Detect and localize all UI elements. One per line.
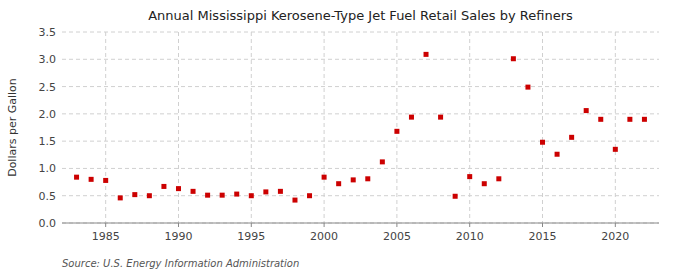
title: Annual Mississippi Kerosene-Type Jet Fue… bbox=[148, 8, 573, 23]
point bbox=[307, 193, 312, 198]
x-tick-label: 1990 bbox=[164, 230, 192, 243]
point bbox=[482, 181, 487, 186]
y-grid-line bbox=[62, 223, 659, 224]
x-tick-label: 2010 bbox=[456, 230, 484, 243]
x-tick-label: 2015 bbox=[529, 230, 557, 243]
x-grid-line bbox=[615, 32, 616, 223]
y-tick-label: 0.0 bbox=[39, 217, 57, 230]
x-tick-label: 2005 bbox=[383, 230, 411, 243]
point bbox=[205, 193, 210, 198]
point bbox=[132, 192, 137, 197]
point bbox=[453, 194, 458, 199]
x-tick-label: 1995 bbox=[237, 230, 265, 243]
x-tick-label: 2020 bbox=[601, 230, 629, 243]
y-tick-label: 3.5 bbox=[39, 26, 57, 39]
annotation: Source: U.S. Energy Information Administ… bbox=[62, 258, 299, 269]
x-grid-line bbox=[324, 32, 325, 223]
point bbox=[365, 176, 370, 181]
y-tick-label: 1.5 bbox=[39, 135, 57, 148]
y-grid-line bbox=[62, 168, 659, 169]
point bbox=[467, 174, 472, 179]
x-tick bbox=[469, 223, 470, 227]
point bbox=[569, 135, 574, 140]
point bbox=[263, 189, 268, 194]
point bbox=[584, 108, 589, 113]
point bbox=[249, 193, 254, 198]
x-tick bbox=[178, 223, 179, 227]
y-grid-line bbox=[62, 59, 659, 60]
point bbox=[598, 117, 603, 122]
point bbox=[409, 115, 414, 120]
y-tick-label: 1.0 bbox=[39, 162, 57, 175]
y-tick-label: 0.5 bbox=[39, 190, 57, 203]
point bbox=[380, 159, 385, 164]
point bbox=[555, 152, 560, 157]
point bbox=[278, 189, 283, 194]
point bbox=[161, 184, 166, 189]
x-tick-label: 2000 bbox=[310, 230, 338, 243]
x-grid-line bbox=[105, 32, 106, 223]
grid bbox=[62, 32, 659, 223]
y-tick-label: 3.0 bbox=[39, 53, 57, 66]
points bbox=[74, 52, 647, 203]
point bbox=[394, 129, 399, 134]
point bbox=[89, 177, 94, 182]
y-grid-line bbox=[62, 32, 659, 33]
x-grid-line bbox=[469, 32, 470, 223]
point bbox=[176, 186, 181, 191]
x-tick bbox=[542, 223, 543, 227]
y-grid-line bbox=[62, 141, 659, 142]
y-axis-label: Dollars per Gallon bbox=[6, 78, 19, 177]
x-tick bbox=[396, 223, 397, 227]
y-grid-line bbox=[62, 86, 659, 87]
point bbox=[613, 147, 618, 152]
x-tick bbox=[324, 223, 325, 227]
x-tick bbox=[105, 223, 106, 227]
point bbox=[118, 195, 123, 200]
x-grid-line bbox=[542, 32, 543, 223]
point bbox=[540, 140, 545, 145]
point bbox=[220, 193, 225, 198]
point bbox=[292, 198, 297, 203]
x-tick bbox=[251, 223, 252, 227]
point bbox=[351, 177, 356, 182]
point bbox=[103, 178, 108, 183]
point bbox=[322, 175, 327, 180]
chart: Annual Mississippi Kerosene-Type Jet Fue… bbox=[0, 0, 675, 275]
y-grid-line bbox=[62, 113, 659, 114]
point bbox=[424, 52, 429, 57]
point bbox=[496, 176, 501, 181]
point bbox=[627, 117, 632, 122]
point bbox=[336, 181, 341, 186]
x-tick-label: 1985 bbox=[92, 230, 120, 243]
x-axis-line bbox=[62, 223, 659, 224]
x-grid-line bbox=[396, 32, 397, 223]
point bbox=[642, 117, 647, 122]
point bbox=[234, 192, 239, 197]
point bbox=[511, 56, 516, 61]
point bbox=[147, 193, 152, 198]
y-tick-label: 2.5 bbox=[39, 81, 57, 94]
point bbox=[438, 115, 443, 120]
x-grid-line bbox=[178, 32, 179, 223]
point bbox=[191, 189, 196, 194]
point bbox=[74, 175, 79, 180]
y-tick-label: 2.0 bbox=[39, 108, 57, 121]
x-tick bbox=[615, 223, 616, 227]
point bbox=[525, 85, 530, 90]
